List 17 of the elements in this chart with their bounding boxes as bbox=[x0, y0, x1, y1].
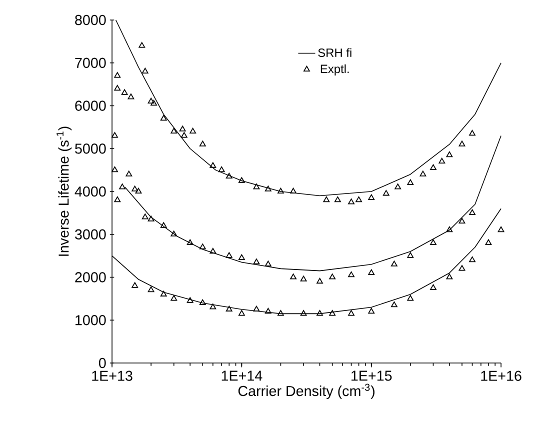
legend-label: SRH fi bbox=[318, 48, 352, 57]
x-tick-label: 1E+16 bbox=[481, 370, 522, 381]
y-tick-label: 6000 bbox=[75, 100, 106, 111]
y-tick-label: 8000 bbox=[75, 14, 106, 26]
y-tick-label: 2000 bbox=[75, 272, 106, 282]
y-tick-label: 7000 bbox=[75, 58, 106, 68]
y-tick-label: 1000 bbox=[76, 315, 106, 326]
legend-label: Exptl. bbox=[320, 64, 349, 76]
x-tick-label: 1E+14 bbox=[222, 370, 262, 381]
x-tick-label: 1E+15 bbox=[352, 370, 392, 381]
y-tick-label: 4000 bbox=[74, 186, 106, 197]
y-tick-label: 5000 bbox=[75, 144, 106, 154]
x-tick-label: 1E+13 bbox=[92, 370, 132, 381]
y-tick-label: 3000 bbox=[75, 229, 106, 240]
x-axis-title: Carrier Density (cm$^{-3}$) bbox=[238, 384, 374, 399]
y-tick-label: 0 bbox=[98, 358, 106, 368]
y-axis-title: Inverse Lifetime (s$^{-1}$) bbox=[56, 126, 72, 256]
